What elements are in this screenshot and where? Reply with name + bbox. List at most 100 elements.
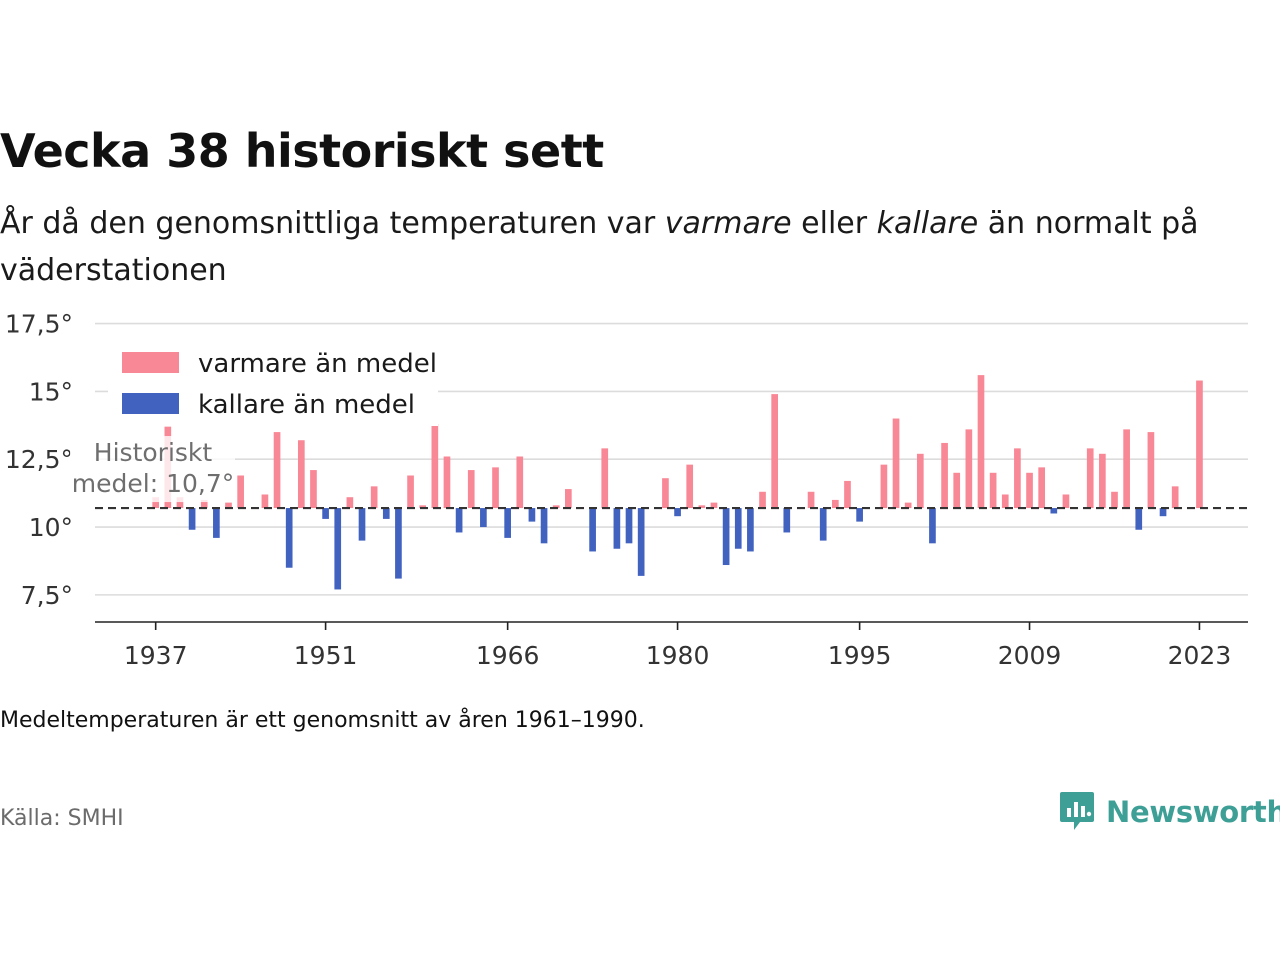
bar-2001: [929, 508, 936, 544]
bar-2000: [916, 453, 924, 509]
x-axis-ticks: 1937 1951 1966 1980 1995 2009 2023: [124, 622, 1231, 670]
bar-1946: [261, 494, 269, 509]
baseline-annotation-line: medel: 10,7°: [72, 469, 234, 498]
bar-1986: [747, 508, 754, 552]
bar-2002: [941, 442, 948, 509]
bar-chart: 7,5° 10° 12,5° 15° 17,5° 1937 1951 1966 1980 199…: [5, 310, 1248, 670]
y-axis-ticks: 7,5° 10° 12,5° 15° 17,5°: [5, 310, 73, 610]
legend: varmare än medel kallare än medel: [108, 340, 438, 426]
chart-subtitle: År då den genomsnittliga temperaturen va…: [0, 200, 1240, 294]
x-tick-label: 1951: [294, 641, 358, 670]
footnote: Medeltemperaturen är ett genomsnitt av å…: [0, 708, 645, 733]
newsworthy-logo-icon: [1060, 792, 1094, 830]
brand-name: Newsworthy: [1106, 795, 1280, 829]
bar-1947: [273, 432, 281, 509]
x-tick-label: 1937: [124, 641, 188, 670]
bar-1963: [467, 470, 475, 509]
bar-1952: [334, 508, 342, 590]
chart-title: Vecka 38 historiskt sett: [0, 124, 604, 178]
x-tick-label: 2023: [1168, 641, 1232, 670]
bar-1985: [734, 508, 742, 549]
x-tick-label: 2009: [998, 641, 1062, 670]
y-tick-label: 10°: [29, 513, 73, 542]
y-tick-label: 7,5°: [21, 581, 73, 610]
bar-1991: [807, 491, 815, 509]
bar-1992: [819, 508, 827, 541]
bar-1937: [152, 497, 160, 509]
bar-1969: [540, 508, 548, 544]
bar-1982: [698, 505, 706, 509]
source-note: Källa: SMHI: [0, 806, 124, 831]
bars: [152, 375, 1203, 590]
bar-1957: [395, 508, 402, 579]
bar-1994: [844, 480, 851, 509]
bar-2019: [1147, 432, 1155, 509]
legend-label: kallare än medel: [198, 390, 415, 420]
bar-1998: [892, 418, 900, 509]
bar-1987: [759, 491, 766, 509]
legend-label: varmare än medel: [198, 349, 437, 379]
subtitle-warm: varmare: [664, 206, 792, 241]
x-tick-label: 1966: [476, 641, 540, 670]
y-tick-label: 17,5°: [5, 310, 73, 339]
bar-1984: [722, 508, 730, 566]
bar-2003: [953, 472, 961, 509]
bar-2008: [1014, 448, 1021, 509]
subtitle-text-2: eller: [791, 206, 877, 241]
bar-1968: [528, 508, 536, 522]
bar-2011: [1050, 508, 1058, 514]
brand-logo[interactable]: Newsworthy: [1058, 790, 1280, 834]
bar-1944: [237, 475, 244, 509]
bar-1964: [480, 508, 487, 528]
bar-1966: [504, 508, 511, 538]
subtitle-cold: kallare: [876, 206, 979, 241]
bar-1977: [637, 508, 645, 576]
bar-1943: [225, 502, 232, 509]
subtitle-text-3: än normalt på väderstationen: [0, 206, 1199, 288]
bar-1997: [880, 464, 888, 509]
bar-1980: [674, 508, 681, 517]
bar-2012: [1062, 494, 1070, 509]
bar-2005: [977, 375, 985, 509]
bar-1949: [297, 440, 305, 509]
bar-1941: [200, 499, 208, 509]
bar-1960: [431, 423, 439, 509]
bar-1961: [443, 456, 451, 509]
bar-1962: [455, 508, 463, 533]
x-tick-label: 1980: [646, 641, 710, 670]
bar-1951: [322, 508, 329, 519]
bar-1965: [492, 467, 499, 509]
y-tick-label: 12,5°: [5, 445, 73, 474]
bar-1956: [382, 508, 390, 519]
bar-1955: [370, 486, 378, 509]
bar-1981: [686, 464, 694, 509]
bar-1953: [346, 497, 354, 509]
bar-2010: [1038, 467, 1046, 509]
baseline-annotation-line: Historiskt: [94, 438, 213, 467]
bar-2009: [1026, 472, 1033, 509]
bar-2020: [1159, 508, 1167, 517]
y-tick-label: 15°: [29, 377, 73, 406]
bar-1976: [625, 508, 633, 544]
bar-2015: [1099, 453, 1106, 509]
bar-1942: [213, 508, 220, 538]
bar-1999: [904, 502, 912, 509]
bar-1988: [771, 394, 779, 509]
bar-2007: [1001, 494, 1009, 509]
bar-2014: [1086, 448, 1094, 509]
bar-2021: [1171, 486, 1179, 509]
bar-1958: [407, 475, 414, 509]
bar-2018: [1135, 508, 1143, 530]
bar-1939: [176, 497, 184, 509]
bar-1967: [516, 456, 524, 509]
bar-1954: [358, 508, 366, 541]
bar-1970: [552, 505, 560, 509]
bar-2017: [1123, 429, 1130, 509]
bar-1973: [589, 508, 596, 552]
bar-1950: [310, 470, 317, 509]
bar-1940: [188, 508, 196, 530]
bar-1974: [601, 448, 609, 509]
x-tick-label: 1995: [828, 641, 892, 670]
subtitle-text-1: År då den genomsnittliga temperaturen va…: [0, 206, 665, 241]
